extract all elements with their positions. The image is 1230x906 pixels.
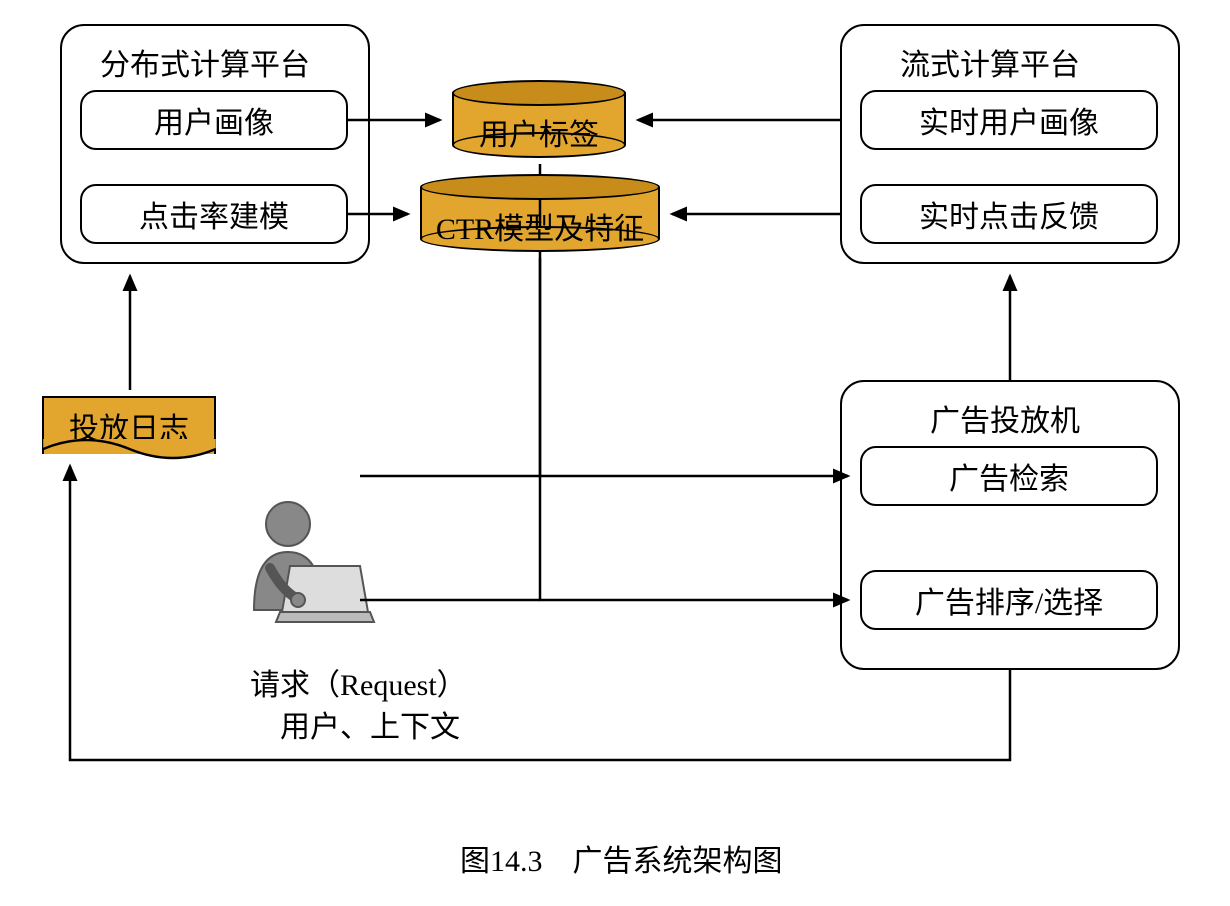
pill-realtime-profile: 实时用户画像 (860, 90, 1158, 150)
pill-realtime-click-label: 实时点击反馈 (919, 192, 1099, 236)
pill-realtime-profile-label: 实时用户画像 (919, 98, 1099, 142)
pill-user-profile: 用户画像 (80, 90, 348, 150)
user-icon (230, 490, 390, 650)
pill-realtime-click: 实时点击反馈 (860, 184, 1158, 244)
diagram-canvas: 分布式计算平台 用户画像 点击率建模 流式计算平台 实时用户画像 实时点击反馈 … (0, 0, 1230, 906)
pill-ctr-modeling: 点击率建模 (80, 184, 348, 244)
pill-ad-retrieve-label: 广告检索 (949, 454, 1069, 498)
cylinder-user-tags-label: 用户标签 (452, 110, 626, 154)
group-distributed-title: 分布式计算平台 (100, 40, 310, 84)
request-label-line2: 用户、上下文 (280, 702, 460, 746)
cylinder-ctr-model-label: CTR模型及特征 (420, 204, 660, 248)
group-ad-server-title: 广告投放机 (930, 396, 1080, 440)
request-label-line1: 请求（Request） (250, 660, 467, 704)
arrow-ctr-model-to-ad-rank (540, 258, 848, 600)
pill-ad-retrieve: 广告检索 (860, 446, 1158, 506)
pill-ad-rank-label: 广告排序/选择 (915, 578, 1103, 622)
figure-caption: 图14.3 广告系统架构图 (460, 836, 783, 880)
pill-ctr-modeling-label: 点击率建模 (139, 192, 289, 236)
doc-serving-log: 投放日志 (42, 396, 216, 454)
cylinder-ctr-model: CTR模型及特征 (420, 174, 660, 252)
group-streaming-title: 流式计算平台 (900, 40, 1080, 84)
pill-user-profile-label: 用户画像 (154, 98, 274, 142)
pill-ad-rank: 广告排序/选择 (860, 570, 1158, 630)
cylinder-user-tags: 用户标签 (452, 80, 626, 158)
